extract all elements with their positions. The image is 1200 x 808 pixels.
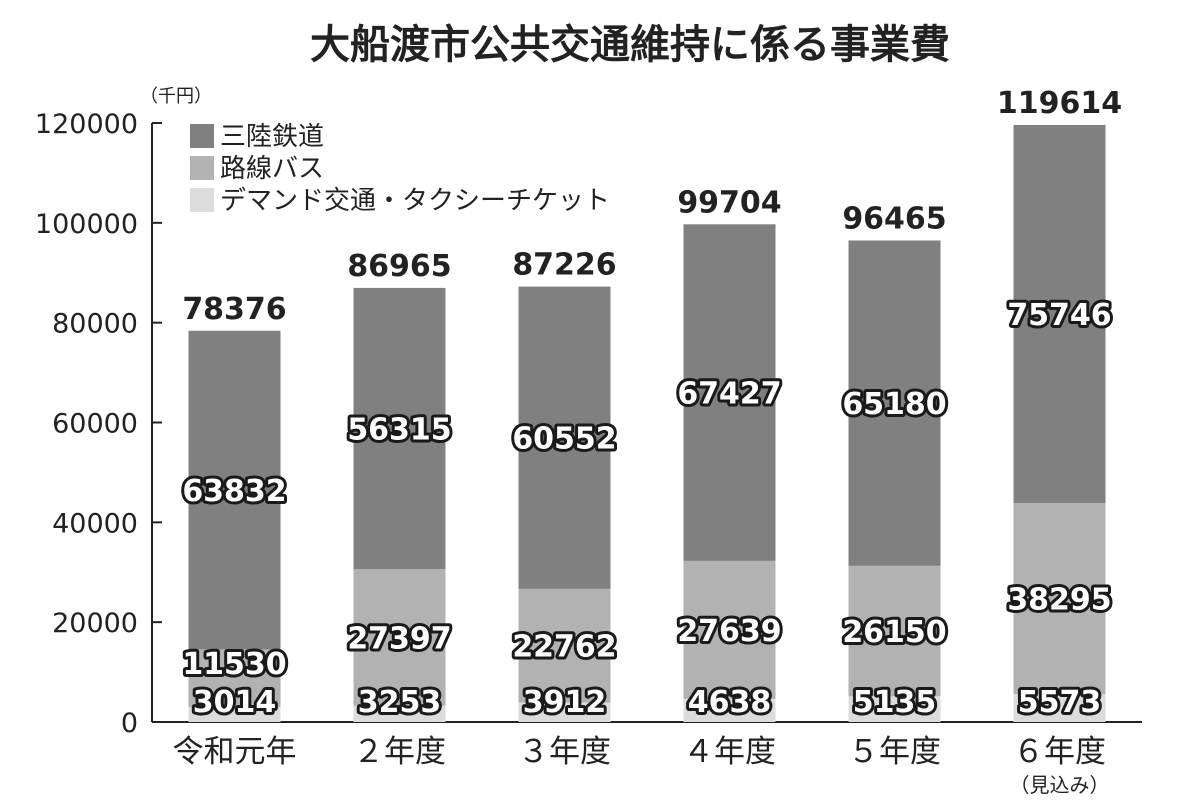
axes: 0 20000 40000 60000 80000 100000 120000 xyxy=(35,109,1142,739)
segment-value-label: 63832 xyxy=(182,474,286,509)
bar-segment xyxy=(518,588,611,703)
bar-segment xyxy=(188,330,281,650)
bar-segment xyxy=(1013,503,1106,695)
bar-segment xyxy=(848,565,941,697)
legend-swatch xyxy=(190,156,214,180)
segment-value-label: 11530 xyxy=(182,647,286,682)
segment-value-label: 5573 xyxy=(1018,685,1102,720)
y-tick-label: 40000 xyxy=(52,508,138,539)
y-tick-label: 20000 xyxy=(52,608,138,639)
total-value-label: 99704 xyxy=(677,185,781,220)
legend-label: デマンド交通・タクシーチケット xyxy=(220,186,610,216)
bar-segment xyxy=(1013,124,1106,504)
segment-value-label: 4638 xyxy=(688,685,772,720)
legend-label: 路線バス xyxy=(220,154,324,184)
y-tick-label: 100000 xyxy=(35,209,138,240)
segment-value-label: 60552 xyxy=(512,422,616,457)
total-value-label: 119614 xyxy=(997,86,1122,121)
x-category-note: （見込み） xyxy=(1010,773,1110,797)
segment-value-label: 67427 xyxy=(677,377,781,412)
segment-value-label: 65180 xyxy=(842,387,946,422)
legend-swatch xyxy=(190,124,214,148)
legend-swatch xyxy=(190,188,214,212)
segment-value-label: 27397 xyxy=(347,621,451,656)
bars xyxy=(188,124,1106,722)
bar-segment xyxy=(353,569,446,706)
bar-segment xyxy=(683,224,776,561)
total-value-label: 86965 xyxy=(347,249,451,284)
x-category-label: ４年度 xyxy=(683,734,776,770)
legend-label: 三陸鉄道 xyxy=(220,122,324,152)
segment-value-label: 22762 xyxy=(512,630,616,665)
x-category-label: ５年度 xyxy=(848,734,941,770)
segment-value-label: 26150 xyxy=(842,615,946,650)
y-tick-label: 80000 xyxy=(52,309,138,340)
total-value-label: 96465 xyxy=(842,201,946,236)
x-category-label: 令和元年 xyxy=(173,734,297,770)
bar-segment xyxy=(353,287,446,570)
x-category-label: ６年度 xyxy=(1013,734,1106,770)
y-tick-label: 120000 xyxy=(35,109,138,140)
segment-value-label: 5135 xyxy=(853,685,937,720)
bar-segment xyxy=(188,706,281,722)
segment-value-label: 75746 xyxy=(1007,298,1111,333)
x-category-label: ２年度 xyxy=(353,734,446,770)
segment-value-label: 56315 xyxy=(347,412,451,447)
x-category-label: ３年度 xyxy=(518,734,611,770)
bar-segment xyxy=(188,649,281,707)
chart-title: 大船渡市公共交通維持に係る事業費 xyxy=(310,21,950,68)
bar-segment xyxy=(848,240,941,566)
segment-value-label: 3253 xyxy=(358,685,442,720)
bar-segment xyxy=(1013,694,1106,722)
bar-segment xyxy=(518,702,611,722)
bar-segment xyxy=(518,286,611,589)
bar-segment xyxy=(683,698,776,722)
bar-segment xyxy=(848,696,941,722)
segment-value-label: 3014 xyxy=(193,685,277,720)
segment-value-label: 3912 xyxy=(523,685,607,720)
unit-label: （千円） xyxy=(140,86,212,107)
y-tick-label: 0 xyxy=(121,708,138,739)
bar-segment xyxy=(683,560,776,699)
y-tick-label: 60000 xyxy=(52,409,138,440)
segment-value-label: 27639 xyxy=(677,614,781,649)
total-value-label: 87226 xyxy=(512,248,616,283)
bar-segment xyxy=(353,705,446,722)
total-value-label: 78376 xyxy=(182,292,286,327)
segment-value-label: 38295 xyxy=(1007,583,1111,618)
